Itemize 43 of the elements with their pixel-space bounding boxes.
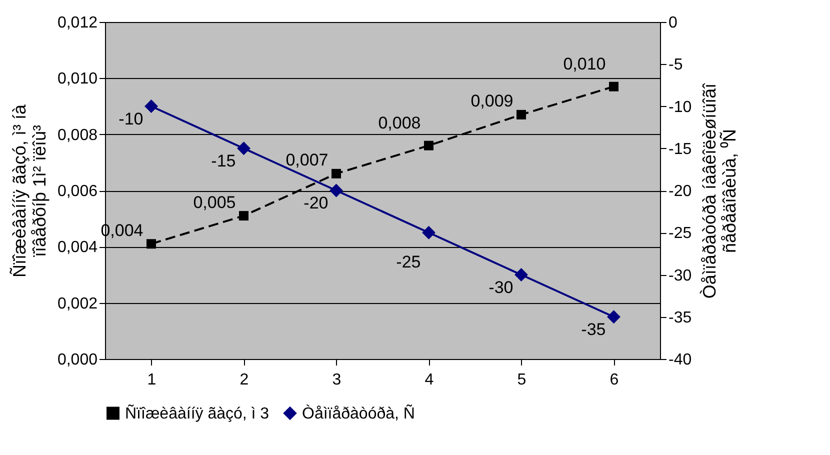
data-label: -35 [581,320,606,339]
y2-tick-label: -5 [668,56,683,74]
y2-tick-label: -25 [668,225,692,242]
data-label: 0,009 [470,92,514,111]
point [237,142,250,156]
y-axis-title: Ñïîæèâàííÿ ãàçó, ì³ íà ïîâåðõíþ 1ì² ïëîù³ [9,103,50,278]
y2-tick-label: -20 [668,183,692,200]
legend-label: Òåìïåðàòóðà, Ñ [302,403,415,422]
point [330,184,343,198]
point [514,268,528,282]
y-tick-label: 0,004 [57,239,98,256]
y2-tick-label: -10 [668,98,692,116]
data-label: -15 [211,151,236,170]
data-label: 0,010 [563,54,606,74]
y2-tick-label: -40 [668,352,692,368]
data-label: -10 [118,109,144,128]
point [422,226,436,240]
data-label: -30 [488,278,514,297]
y-tick-label: 0,010 [57,70,98,88]
y2-tick-label: 0 [668,14,678,32]
y-tick-label: 0,000 [57,352,98,368]
x-tick-label: 4 [424,372,434,388]
y-tick-label: 0,012 [57,14,98,32]
point [144,100,158,113]
y2-tick-label: -15 [668,140,692,158]
data-label: -20 [304,194,328,212]
point [607,310,620,324]
legend-label: Ñïîæèâàííÿ ãàçó, ì 3 [125,403,270,422]
data-label: -25 [396,252,421,272]
y-tick-label: 0,002 [57,295,98,312]
x-tick-label: 2 [240,372,249,388]
y2-tick-label: -35 [668,309,692,326]
x-tick-label: 1 [147,372,156,388]
y2-axis-title: Òåìïåðàòóðà íàâêîëèøíüîãî ñåðåäîâèùà, ⁰Ñ [700,82,740,299]
data-label: 0,005 [193,192,236,212]
y2-tick-label: -30 [668,267,692,284]
y-tick-label: 0,008 [57,126,98,144]
data-label: 0,008 [378,114,421,133]
x-tick-label: 5 [517,372,526,388]
x-tick-label: 3 [332,372,342,388]
y-tick-label: 0,006 [57,183,98,200]
data-label: 0,007 [286,150,328,170]
x-tick-label: 6 [610,372,619,388]
